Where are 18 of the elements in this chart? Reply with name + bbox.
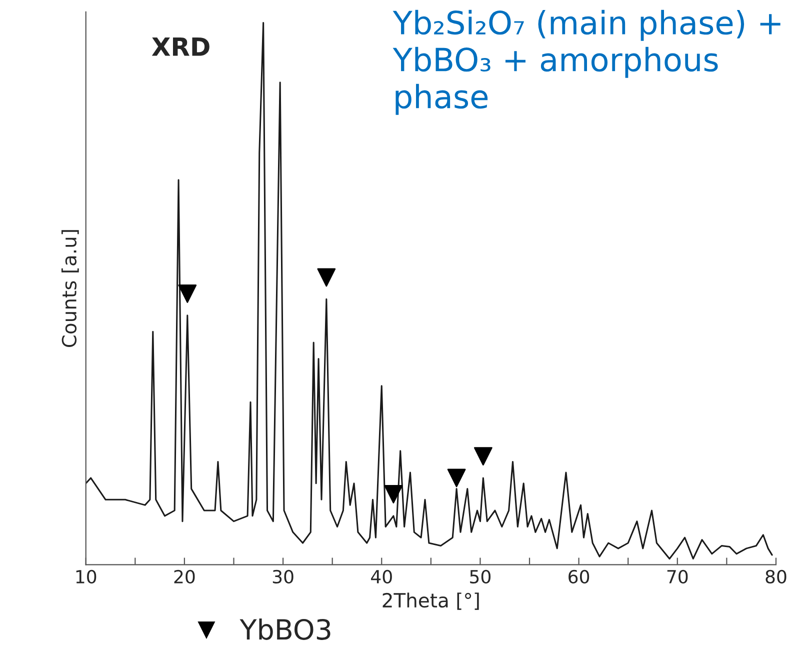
point (447, 468, 466, 488)
x-axis-title: 2Theta [°] (382, 592, 479, 610)
annotation: XRD (152, 38, 210, 56)
x-tick-label: 20 (174, 570, 195, 584)
point (178, 284, 197, 303)
annotation: Yb₂Si₂O₇ (main phase) + YbBO₃ + amorphous phase (392, 10, 780, 115)
legend-label: YbBO3 (240, 618, 330, 640)
x-tick-label: 30 (272, 570, 294, 584)
x-tick-label: 50 (470, 570, 491, 584)
point (384, 485, 403, 504)
x-tick-label: 70 (667, 570, 688, 584)
y-axis-title: Counts [a.u] (61, 230, 79, 348)
x-tick-label: 40 (371, 570, 392, 584)
point (317, 268, 336, 287)
x-tick-label: 10 (76, 570, 96, 584)
x-tick-label: 60 (568, 570, 590, 584)
x-tick-label: 80 (766, 570, 786, 584)
point (474, 447, 492, 466)
